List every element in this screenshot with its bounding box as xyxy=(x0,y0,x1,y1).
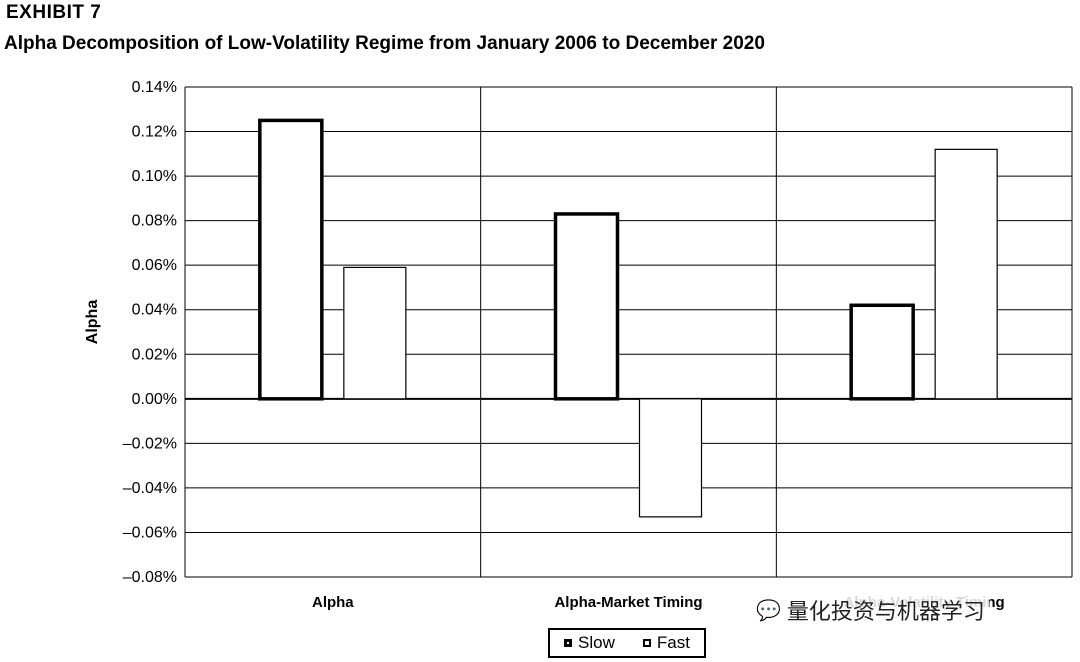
legend-swatch-slow xyxy=(564,639,573,647)
y-tick-label: 0.14% xyxy=(132,79,177,96)
watermark-text: 量化投资与机器学习 xyxy=(786,599,985,624)
bar-slow-1 xyxy=(258,118,324,401)
y-tick-label: –0.04% xyxy=(123,480,177,497)
legend-swatch-fast xyxy=(642,639,651,647)
x-category-label: Alpha-Market Timing xyxy=(554,594,702,611)
x-category-label: Alpha xyxy=(312,594,354,611)
y-tick-label: 0.00% xyxy=(132,391,177,408)
legend-label-slow: Slow xyxy=(578,633,615,652)
y-tick-label: –0.08% xyxy=(123,569,177,586)
y-tick-label: 0.06% xyxy=(132,257,177,274)
wechat-icon: 💬 xyxy=(756,599,781,622)
chart-title: Alpha Decomposition of Low-Volatility Re… xyxy=(4,33,765,54)
y-tick-label: 0.10% xyxy=(132,168,177,185)
exhibit-label: EXHIBIT 7 xyxy=(6,2,102,23)
bar-fast-2 xyxy=(638,398,703,518)
legend-item-fast: Fast xyxy=(642,633,690,653)
bar-fast-3 xyxy=(934,148,998,400)
watermark: 💬 量化投资与机器学习 xyxy=(752,594,989,626)
chart-legend: Slow Fast xyxy=(548,628,706,658)
y-tick-label: 0.02% xyxy=(132,346,177,363)
y-tick-label: 0.08% xyxy=(132,213,177,230)
legend-item-slow: Slow xyxy=(564,633,615,653)
legend-label-fast: Fast xyxy=(656,633,690,652)
bar-slow-3 xyxy=(849,303,915,401)
bar-fast-1 xyxy=(343,266,407,400)
y-tick-label: 0.12% xyxy=(132,124,177,141)
y-axis-label: Alpha xyxy=(84,300,101,345)
y-tick-label: –0.02% xyxy=(123,435,177,452)
bar-slow-2 xyxy=(553,212,620,401)
y-tick-label: –0.06% xyxy=(123,524,177,541)
y-tick-label: 0.04% xyxy=(132,302,177,319)
